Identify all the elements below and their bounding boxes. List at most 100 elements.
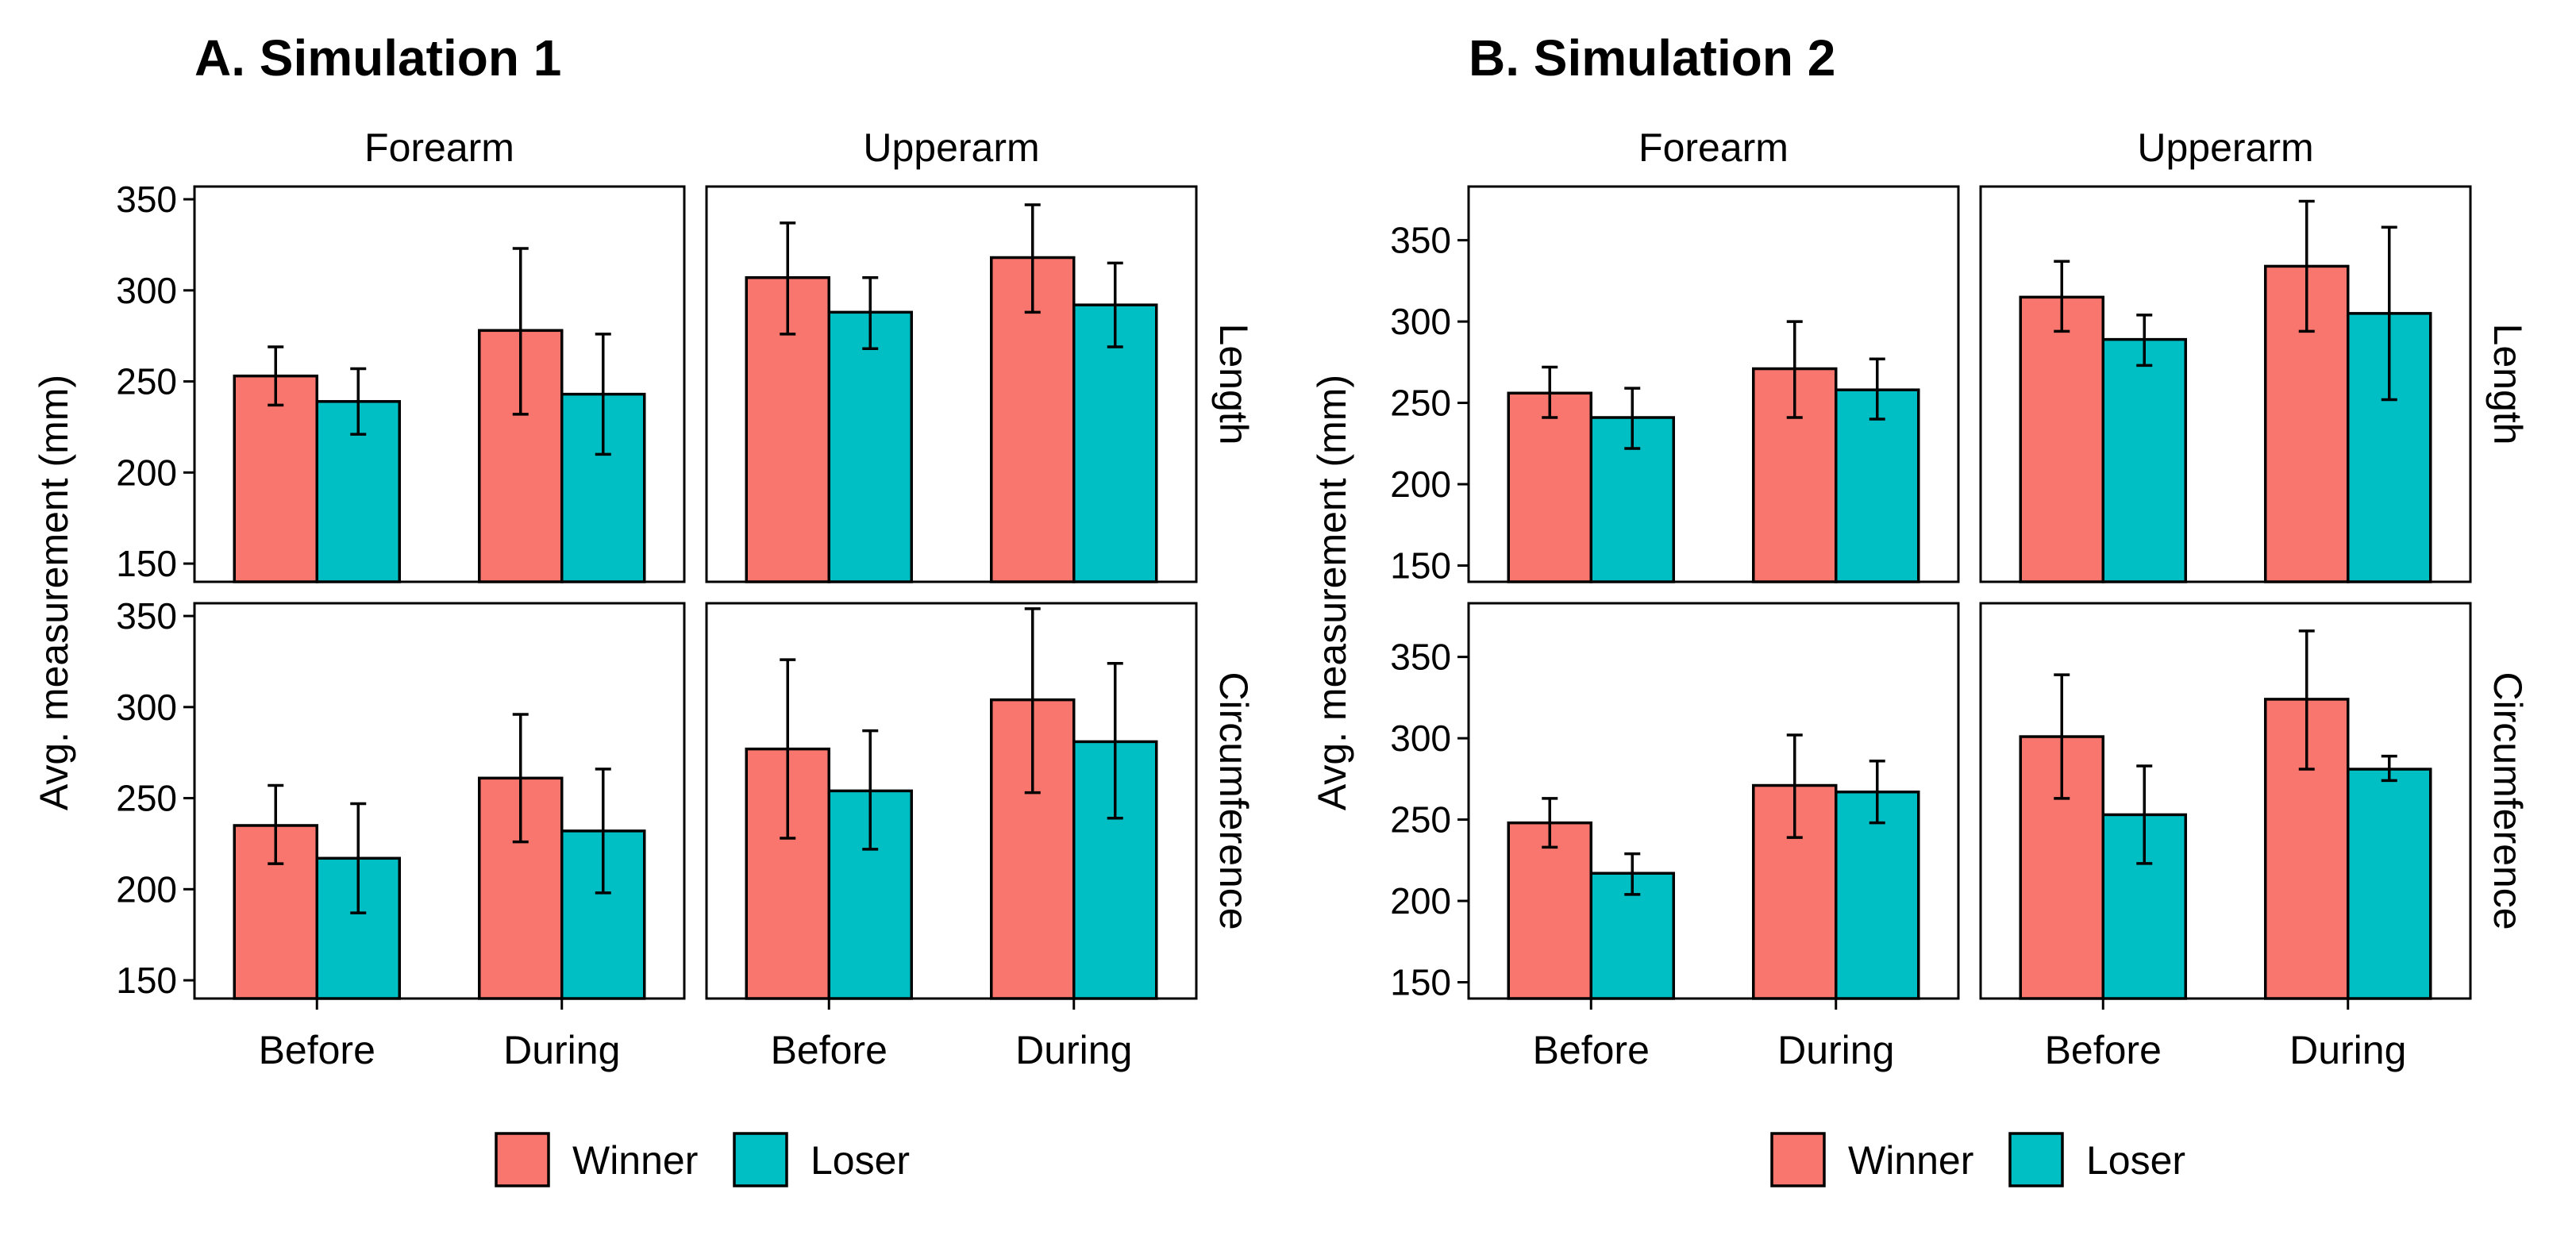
y-tick-label: 200 [116,868,177,910]
error-bar-loser-before [862,275,879,350]
panel-length-upperarm [1979,185,2472,583]
error-bar-winner-during [1024,607,1041,795]
legend-swatch-loser [2008,1132,2064,1187]
error-bar-winner-before [780,658,796,840]
y-tick-label: 350 [1390,220,1451,261]
legend: Winner Loser [495,1132,910,1187]
error-bar-winner-before [268,345,284,407]
error-bar-winner-during [2298,199,2315,333]
column-strip-forearm: Forearm [364,125,514,170]
legend-label-loser: Loser [811,1138,910,1183]
bar-loser-before [2101,337,2187,583]
error-bar-winner-during [1786,320,1803,419]
y-tick-label: 350 [1390,637,1451,678]
column-strip-upperarm: Upperarm [863,125,1039,170]
row-strip-length: Length [1211,324,1256,445]
panel-circumference-forearm: 150 200 250 300 350 Before During [116,595,686,1072]
y-tick-label: 250 [1390,383,1451,424]
legend-swatch-loser [733,1132,788,1187]
panel-length-forearm: 150 200 250 300 350 [1390,185,1960,587]
error-bar-loser-during [595,768,611,895]
y-tick-label: 350 [116,179,177,220]
y-tick-label: 250 [116,778,177,819]
y-tick-label: 250 [116,361,177,402]
bar-winner-during [2264,264,2350,583]
bar-winner-before [2019,295,2104,583]
error-bar-loser-during [595,333,611,456]
x-tick-label-before: Before [259,1028,375,1072]
y-tick-label: 300 [1390,301,1451,342]
bar-loser-during [1835,388,1920,583]
y-tick-label: 150 [1390,962,1451,1003]
bar-loser-during [2347,768,2432,1000]
error-bar-winner-before [2054,673,2070,800]
error-bar-loser-before [1624,852,1641,896]
y-tick-label: 200 [1390,464,1451,505]
panel-circumference-upperarm: Before During [705,602,1198,1072]
legend-label-winner: Winner [572,1138,698,1183]
error-bar-winner-before [2054,260,2070,333]
row-strip-circumference: Circumference [2486,672,2530,929]
error-bar-winner-before [1542,365,1558,419]
bar-winner-before [233,374,318,583]
error-bar-loser-during [1107,661,1123,820]
x-tick-label-before: Before [2045,1028,2162,1072]
error-bar-loser-before [862,729,879,851]
error-bar-loser-before [2136,764,2153,865]
x-tick-label-before: Before [1533,1028,1650,1072]
y-tick-label: 150 [116,960,177,1001]
error-bar-winner-during [2298,629,2315,771]
error-bar-loser-before [350,367,367,436]
row-strip-length: Length [2486,324,2530,445]
bar-winner-before [1507,391,1592,583]
error-bar-loser-before [2136,314,2153,368]
error-bar-loser-during [1107,261,1123,348]
y-tick-label: 150 [116,543,177,584]
error-bar-winner-during [512,247,529,416]
chart-simulation-2: B. Simulation 2 Avg. measurement (mm) Fore… [1310,29,2530,1187]
error-bar-winner-before [780,221,796,336]
x-tick-label-during: During [2289,1028,2406,1072]
error-bar-loser-before [350,802,367,914]
error-bar-loser-during [1869,357,1885,421]
y-tick-label: 300 [116,270,177,311]
chart-title: A. Simulation 1 [194,29,561,87]
error-bar-loser-before [1624,387,1641,450]
x-tick-label-during: During [1777,1028,1894,1072]
error-bar-winner-before [268,783,284,865]
y-tick-label: 200 [116,452,177,493]
y-tick-label: 300 [116,687,177,728]
error-bar-loser-during [2381,225,2397,402]
y-tick-label: 250 [1390,799,1451,841]
column-strip-upperarm: Upperarm [2137,125,2313,170]
panel-circumference-forearm: 150 200 250 300 350 Before During [1390,602,1960,1072]
row-strip-circumference: Circumference [1211,672,1256,929]
y-tick-label: 150 [1390,545,1451,587]
error-bar-winner-during [1024,203,1041,314]
x-tick-label-before: Before [771,1028,888,1072]
panel-circumference-upperarm: Before During [1979,602,2472,1072]
legend-swatch-winner [1770,1132,1826,1187]
legend: Winner Loser [1770,1132,2185,1187]
y-axis-label: Avg. measurement (mm) [32,375,76,810]
column-strip-forearm: Forearm [1638,125,1789,170]
legend-label-winner: Winner [1848,1138,1973,1183]
bar-winner-before [1507,821,1592,1000]
y-axis-label: Avg. measurement (mm) [1310,375,1354,810]
legend-label-loser: Loser [2086,1138,2185,1183]
bar-loser-during [1835,790,1920,1000]
error-bar-loser-during [1869,760,1885,825]
chart-simulation-1: A. Simulation 1 Avg. measurement (mm) Fore… [32,29,1256,1187]
y-tick-label: 300 [1390,718,1451,759]
y-tick-label: 350 [116,595,177,637]
error-bar-winner-during [1786,733,1803,839]
x-tick-label-during: During [1015,1028,1132,1072]
y-tick-label: 200 [1390,880,1451,922]
bar-loser-before [827,310,913,583]
error-bar-winner-before [1542,797,1558,849]
legend-swatch-winner [495,1132,550,1187]
error-bar-winner-during [512,713,529,844]
panel-length-forearm: 150 200 250 300 350 [116,179,686,584]
error-bar-loser-during [2381,754,2397,783]
